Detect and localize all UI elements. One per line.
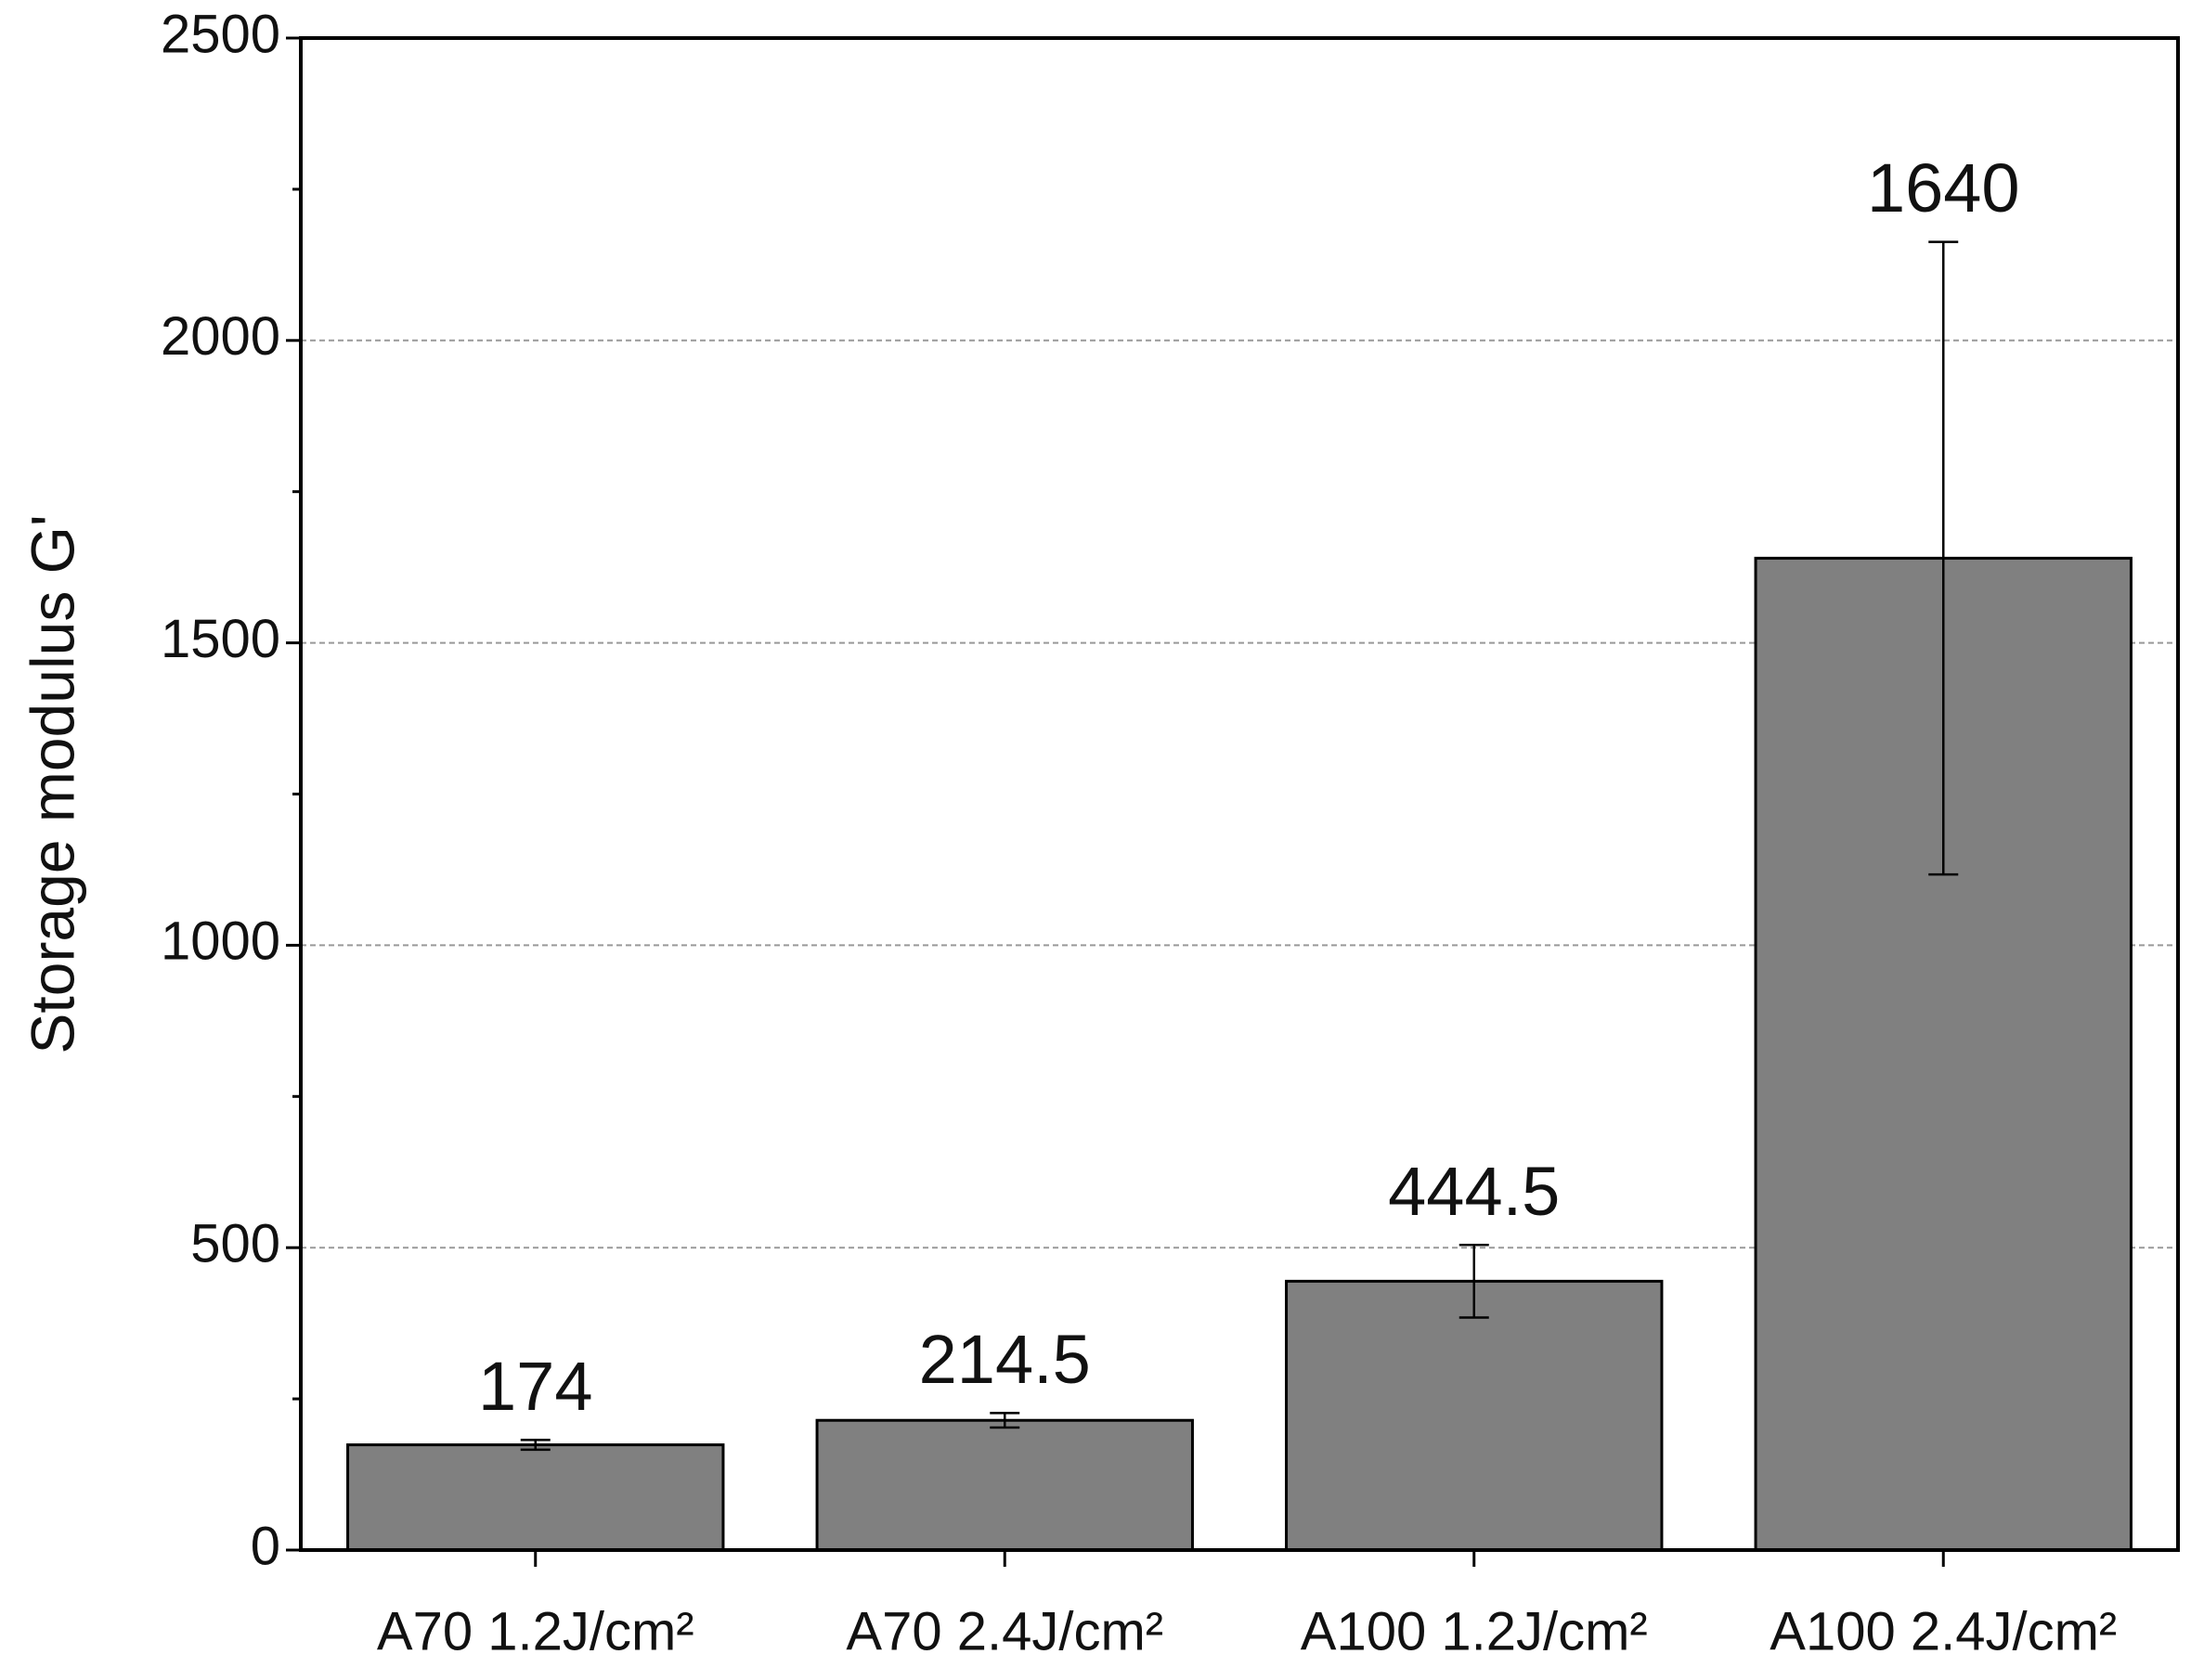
bar [1285, 1279, 1664, 1552]
x-tick-label: A100 2.4J/cm² [1770, 1601, 2117, 1661]
bar [346, 1443, 725, 1552]
y-tick-label: 1000 [161, 911, 280, 972]
bar [815, 1418, 1194, 1552]
x-tick-label: A70 1.2J/cm² [377, 1601, 694, 1661]
value-label: 214.5 [919, 1321, 1091, 1398]
y-tick-label: 1500 [161, 609, 280, 669]
y-tick-label: 2000 [161, 306, 280, 367]
y-axis-label: Storage modulus G' [18, 514, 86, 1053]
x-tick-label: A70 2.4J/cm² [846, 1601, 1163, 1661]
value-label: 444.5 [1388, 1153, 1560, 1230]
y-tick-label: 500 [190, 1214, 280, 1274]
y-tick-label: 2500 [161, 4, 280, 64]
value-label: 174 [478, 1348, 592, 1425]
x-tick-label: A100 1.2J/cm² [1301, 1601, 1648, 1661]
plot-frame [299, 36, 2180, 1552]
y-tick-label: 0 [251, 1516, 280, 1576]
value-label: 1640 [1867, 149, 2020, 226]
